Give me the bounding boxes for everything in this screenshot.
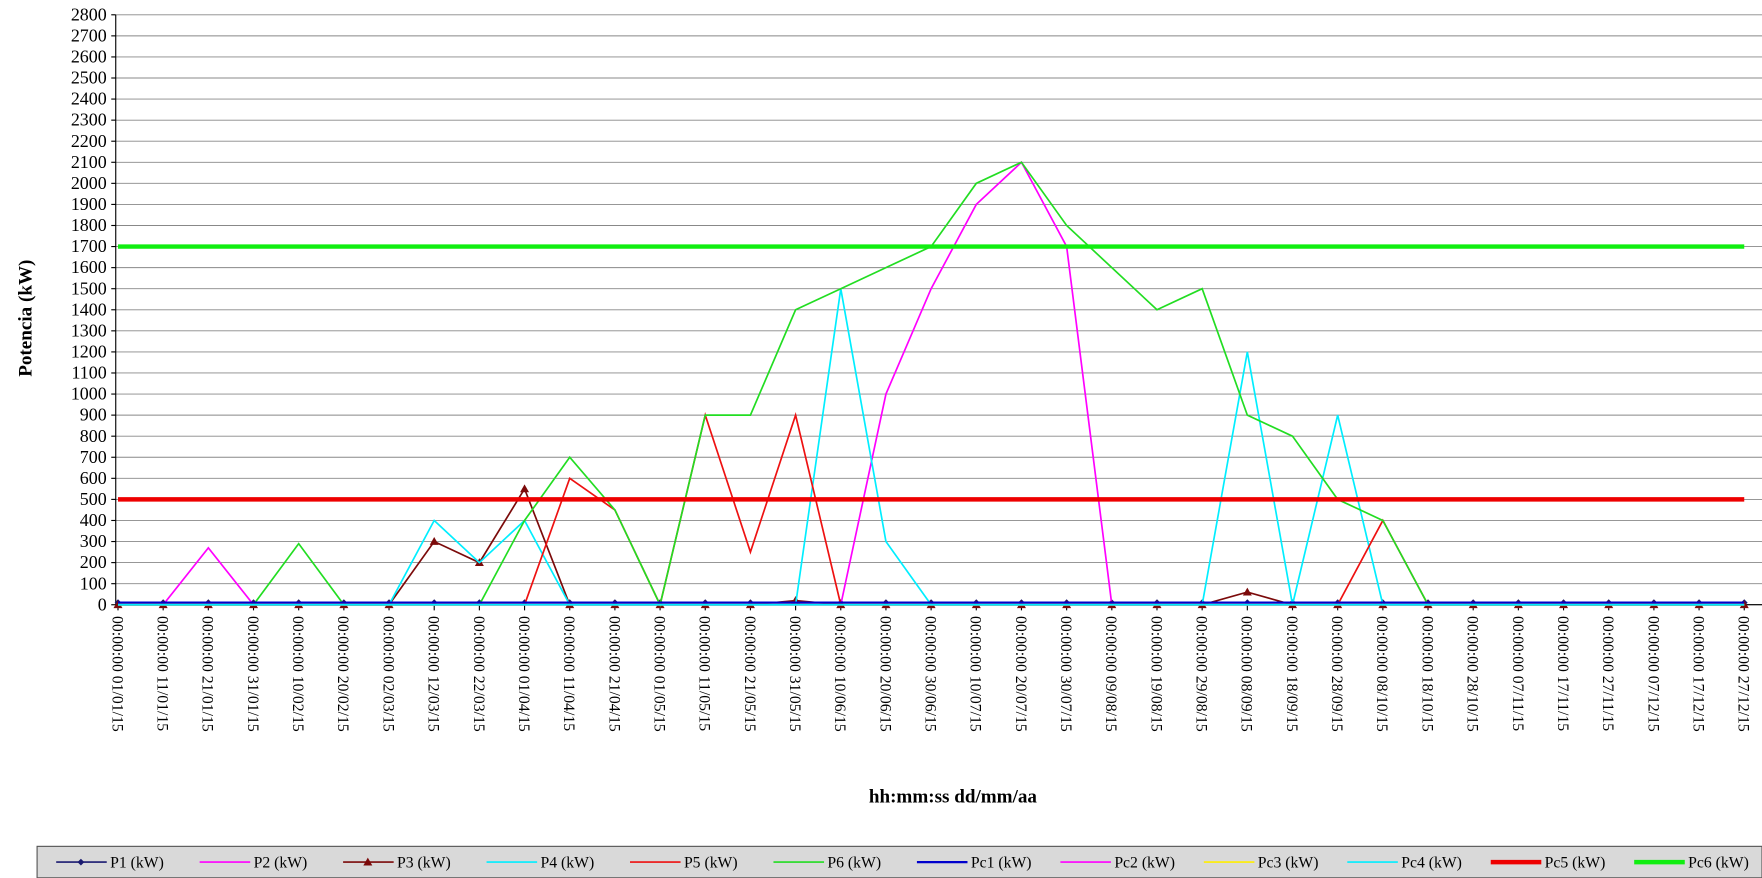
legend-marker bbox=[363, 857, 373, 866]
y-tick-label: 2000 bbox=[71, 173, 107, 193]
x-tick-label: 00:00:00 27/11/15 bbox=[1599, 616, 1616, 731]
y-tick-label: 0 bbox=[98, 594, 107, 614]
y-tick-label: 2800 bbox=[71, 4, 107, 24]
y-tick-label: 500 bbox=[80, 489, 107, 509]
y-tick-label: 1000 bbox=[71, 384, 107, 404]
legend-label: P5 (kW) bbox=[684, 855, 738, 872]
series-line bbox=[117, 288, 1745, 606]
y-tick-label: 1600 bbox=[71, 257, 107, 277]
y-tick-label: 1400 bbox=[71, 299, 107, 319]
x-tick-label: 00:00:00 30/06/15 bbox=[921, 616, 938, 732]
x-tick-label: 00:00:00 10/06/15 bbox=[831, 616, 848, 732]
x-tick-label: 00:00:00 27/12/15 bbox=[1735, 616, 1752, 732]
x-tick-label: 00:00:00 11/04/15 bbox=[560, 616, 577, 731]
legend-label: Pc6 (kW) bbox=[1688, 855, 1749, 872]
point-marker bbox=[1242, 587, 1252, 596]
x-tick-label: 00:00:00 17/12/15 bbox=[1689, 616, 1706, 732]
point-marker bbox=[520, 484, 530, 493]
point-marker bbox=[429, 537, 439, 545]
y-tick-label: 800 bbox=[80, 426, 107, 446]
series-line bbox=[117, 486, 1745, 606]
x-tick-label: 00:00:00 18/09/15 bbox=[1283, 616, 1300, 732]
x-tick-label: 00:00:00 31/01/15 bbox=[244, 616, 261, 732]
legend-label: P4 (kW) bbox=[540, 855, 594, 872]
x-axis-title: hh:mm:ss dd/mm/aa bbox=[869, 787, 1038, 808]
x-tick-label: 00:00:00 18/10/15 bbox=[1418, 616, 1435, 732]
y-tick-label: 2100 bbox=[71, 152, 107, 172]
y-tick-label: 2700 bbox=[71, 25, 107, 45]
y-tick-label: 700 bbox=[80, 447, 107, 467]
y-tick-label: 2300 bbox=[71, 110, 107, 130]
series-line bbox=[117, 160, 1745, 606]
x-tick-label: 00:00:00 01/04/15 bbox=[515, 616, 532, 732]
x-tick-label: 00:00:00 10/02/15 bbox=[289, 616, 306, 732]
x-tick-label: 00:00:00 09/08/15 bbox=[1102, 616, 1119, 732]
y-tick-label: 600 bbox=[80, 468, 107, 488]
y-tick-label: 300 bbox=[80, 531, 107, 551]
y-tick-label: 1200 bbox=[71, 342, 107, 362]
legend-label: P1 (kW) bbox=[110, 855, 164, 872]
x-tick-label: 00:00:00 21/05/15 bbox=[741, 616, 758, 732]
x-tick-label: 00:00:00 10/07/15 bbox=[967, 616, 984, 732]
series-line bbox=[117, 161, 1745, 608]
x-tick-label: 00:00:00 20/07/15 bbox=[1012, 616, 1029, 732]
y-tick-label: 1500 bbox=[71, 278, 107, 298]
x-tick-label: 00:00:00 21/01/15 bbox=[199, 616, 216, 732]
x-tick-label: 00:00:00 01/05/15 bbox=[650, 616, 667, 732]
legend-label: P3 (kW) bbox=[397, 855, 451, 872]
legend-box bbox=[36, 845, 1762, 878]
y-tick-label: 1800 bbox=[71, 215, 107, 235]
x-tick-label: 00:00:00 28/09/15 bbox=[1328, 616, 1345, 732]
legend-label: Pc1 (kW) bbox=[971, 855, 1032, 872]
x-tick-label: 00:00:00 19/08/15 bbox=[1147, 616, 1164, 732]
legend-label: Pc2 (kW) bbox=[1114, 855, 1175, 872]
x-tick-label: 00:00:00 30/07/15 bbox=[1057, 616, 1074, 732]
x-tick-label: 00:00:00 28/10/15 bbox=[1464, 616, 1481, 732]
x-tick-label: 00:00:00 11/01/15 bbox=[154, 616, 171, 731]
y-tick-label: 900 bbox=[80, 405, 107, 425]
x-tick-label: 00:00:00 29/08/15 bbox=[1193, 616, 1210, 732]
y-tick-label: 2500 bbox=[71, 68, 107, 88]
x-tick-label: 00:00:00 31/05/15 bbox=[786, 616, 803, 732]
legend-label: Pc5 (kW) bbox=[1545, 855, 1606, 872]
x-tick-label: 00:00:00 17/11/15 bbox=[1554, 616, 1571, 731]
x-tick-label: 00:00:00 07/11/15 bbox=[1509, 616, 1526, 731]
x-tick-label: 00:00:00 20/06/15 bbox=[876, 616, 893, 732]
x-tick-label: 00:00:00 02/03/15 bbox=[379, 616, 396, 732]
x-tick-label: 00:00:00 08/10/15 bbox=[1373, 616, 1390, 732]
y-tick-label: 1100 bbox=[71, 363, 106, 383]
x-tick-label: 00:00:00 20/02/15 bbox=[334, 616, 351, 732]
legend-label: Pc4 (kW) bbox=[1401, 855, 1462, 872]
x-tick-label: 00:00:00 21/04/15 bbox=[605, 616, 622, 732]
y-tick-label: 2600 bbox=[71, 47, 107, 67]
x-tick-label: 00:00:00 08/09/15 bbox=[1238, 616, 1255, 732]
y-tick-label: 100 bbox=[80, 573, 107, 593]
legend-label: Pc3 (kW) bbox=[1258, 855, 1319, 872]
y-tick-label: 400 bbox=[80, 510, 107, 530]
y-tick-label: 1700 bbox=[71, 236, 107, 256]
y-tick-label: 2200 bbox=[71, 131, 107, 151]
x-tick-label: 00:00:00 11/05/15 bbox=[696, 616, 713, 731]
x-tick-label: 00:00:00 22/03/15 bbox=[470, 616, 487, 732]
x-tick-label: 00:00:00 12/03/15 bbox=[425, 616, 442, 732]
y-tick-label: 1300 bbox=[71, 320, 107, 340]
y-tick-label: 1900 bbox=[71, 194, 107, 214]
x-tick-label: 00:00:00 01/01/15 bbox=[108, 616, 125, 732]
x-tick-label: 00:00:00 07/12/15 bbox=[1644, 616, 1661, 732]
y-axis-title: Potencia (kW) bbox=[15, 260, 36, 377]
series-line bbox=[117, 412, 1745, 608]
y-tick-label: 200 bbox=[80, 552, 107, 572]
legend-label: P6 (kW) bbox=[827, 855, 881, 872]
legend-marker bbox=[77, 858, 85, 866]
legend-label: P2 (kW) bbox=[254, 855, 308, 872]
y-tick-label: 2400 bbox=[71, 89, 107, 109]
